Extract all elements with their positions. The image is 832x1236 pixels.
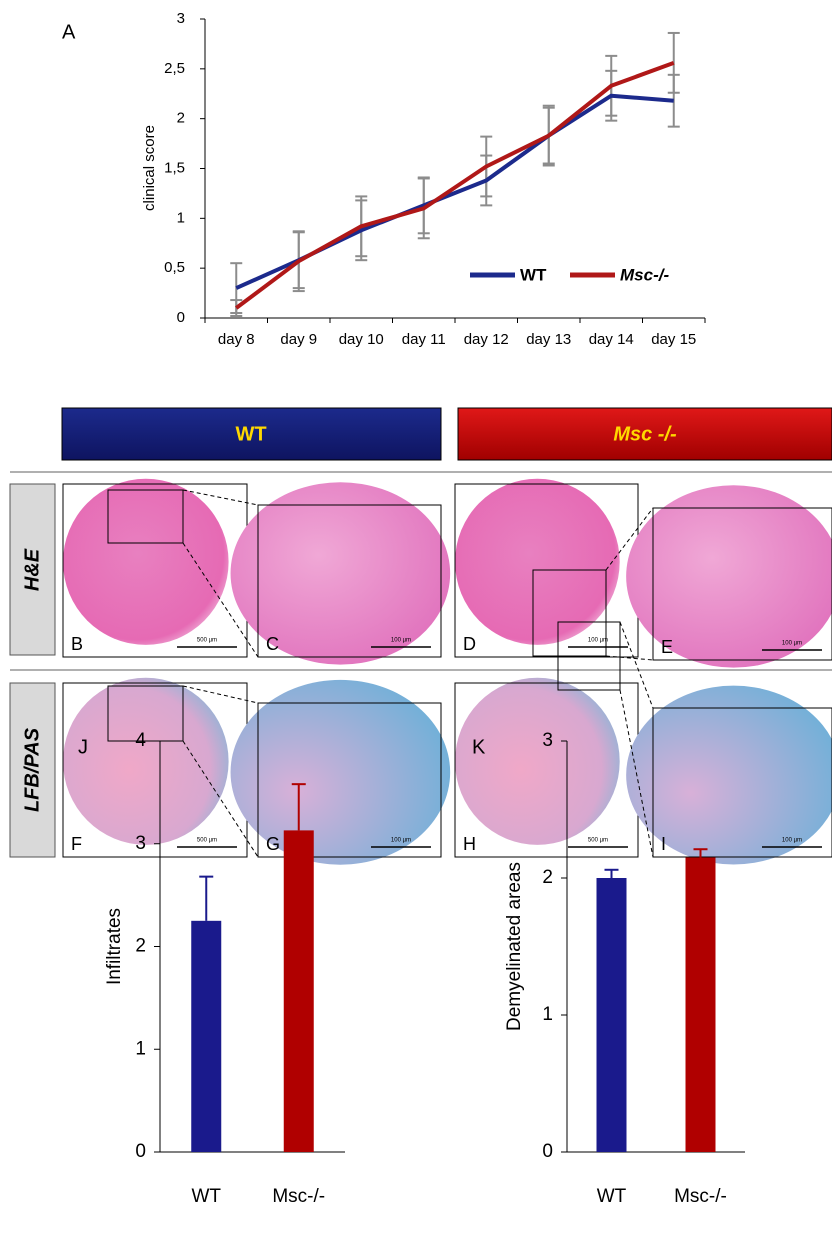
error-bar	[693, 848, 708, 858]
tissue	[454, 677, 620, 845]
y-axis-label: Demyelinated areas	[504, 862, 525, 1031]
y-tick-label: 0	[135, 1141, 146, 1162]
micrograph-frame	[652, 707, 832, 858]
panel-label: F	[71, 834, 82, 854]
micrograph-frame	[257, 702, 442, 858]
zoom-line	[182, 740, 259, 858]
tissue	[230, 679, 451, 865]
scale-label: 100 µm	[588, 638, 608, 644]
zoom-line	[182, 685, 259, 704]
error-bar	[199, 875, 214, 921]
row-label-box	[9, 483, 56, 656]
header-bar	[61, 407, 442, 461]
panel-label: A	[62, 21, 76, 43]
tissue	[626, 685, 832, 865]
zoom-line	[182, 542, 259, 658]
tissue	[454, 478, 620, 645]
zoom-box	[107, 685, 184, 742]
x-tick-label: day 8	[218, 331, 255, 348]
y-tick-label: 0,5	[164, 259, 185, 276]
zoom-box	[107, 489, 184, 544]
y-tick-label: 0	[542, 1141, 553, 1162]
y-tick-label: 1,5	[164, 159, 185, 176]
tissue	[626, 485, 832, 668]
scale-label: 100 µm	[782, 641, 802, 647]
y-axis-label: clinical score	[141, 125, 158, 211]
header-bar	[457, 407, 832, 461]
scale-label: 500 µm	[588, 838, 608, 844]
bar	[283, 830, 314, 1152]
y-tick-label: 0	[177, 309, 185, 326]
zoom-box	[532, 569, 607, 657]
panel-label: C	[266, 634, 279, 654]
tissue	[63, 478, 229, 645]
panel-label: E	[661, 637, 673, 657]
scale-label: 100 µm	[391, 838, 411, 844]
x-tick-label: Msc-/-	[272, 1186, 325, 1207]
column-header: Msc -/-	[613, 423, 677, 445]
panel-label: K	[472, 736, 486, 758]
zoom-line	[182, 489, 259, 506]
y-tick-label: 2,5	[164, 60, 185, 77]
y-tick-label: 1	[177, 209, 185, 226]
x-tick-label: day 14	[589, 331, 634, 348]
y-tick-label: 2	[177, 110, 185, 127]
tissue	[63, 677, 229, 845]
scale-label: 100 µm	[391, 638, 411, 644]
y-tick-label: 2	[135, 936, 146, 957]
zoom-box	[557, 621, 621, 691]
panel-label: D	[463, 634, 476, 654]
micrograph-frame	[257, 504, 442, 658]
x-tick-label: day 9	[280, 331, 317, 348]
y-tick-label: 1	[542, 1004, 553, 1025]
x-tick-label: day 11	[402, 331, 446, 348]
y-tick-label: 3	[177, 10, 185, 27]
x-tick-label: day 15	[651, 331, 696, 348]
panel-label: J	[78, 736, 88, 758]
legend-label: WT	[520, 265, 547, 284]
panel-label: B	[71, 634, 83, 654]
x-tick-label: Msc-/-	[674, 1186, 727, 1207]
x-tick-label: day 10	[339, 331, 384, 348]
zoom-line	[605, 507, 654, 571]
panel-label: H	[463, 834, 476, 854]
error-bar	[604, 868, 619, 878]
legend-label: Msc-/-	[620, 265, 669, 284]
y-tick-label: 4	[135, 730, 146, 751]
y-tick-label: 2	[542, 867, 553, 888]
x-tick-label: day 13	[526, 331, 571, 348]
row-label: LFB/PAS	[21, 727, 43, 812]
zoom-line	[619, 689, 654, 858]
row-label-box	[9, 682, 56, 858]
bar	[685, 857, 716, 1152]
histology: WT Msc -/- H&E LFB/PAS	[9, 407, 832, 858]
tissue	[230, 482, 451, 665]
y-tick-label: 3	[542, 730, 553, 751]
panel-label: G	[266, 834, 280, 854]
series-line	[235, 60, 675, 310]
x-tick-label: WT	[191, 1186, 221, 1207]
y-axis-label: Infiltrates	[104, 908, 125, 985]
x-tick-label: WT	[597, 1186, 627, 1207]
zoom-line	[605, 655, 654, 661]
zoom-line	[619, 621, 654, 709]
scale-label: 500 µm	[197, 838, 217, 844]
bar	[596, 878, 627, 1152]
panel-label: I	[661, 834, 666, 854]
row-label: H&E	[21, 548, 43, 591]
y-tick-label: 1	[135, 1038, 146, 1059]
error-bar	[291, 783, 306, 831]
micrograph-frame	[652, 507, 832, 661]
column-header: WT	[235, 423, 266, 445]
x-tick-label: day 12	[464, 331, 509, 348]
scale-label: 100 µm	[782, 838, 802, 844]
scale-label: 500 µm	[197, 638, 217, 644]
bar	[191, 920, 222, 1152]
y-tick-label: 3	[135, 833, 146, 854]
